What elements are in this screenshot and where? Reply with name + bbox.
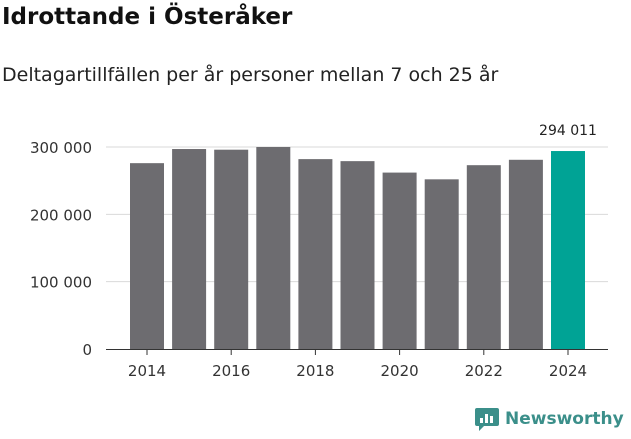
bar-2015 [172,149,207,349]
brand-name: Newsworthy [505,409,624,429]
x-tick-label: 2016 [212,362,250,380]
bar-2023 [508,159,543,349]
data-label: 294 011 [539,123,597,139]
bar-2019 [340,161,375,349]
bar-2017 [256,147,291,349]
x-tick-label: 2022 [465,362,503,380]
y-tick-label: 100 000 [30,274,92,292]
y-tick-label: 0 [82,341,92,359]
y-tick-label: 300 000 [30,139,92,157]
x-tick-label: 2014 [128,362,166,380]
newsworthy-logo-icon [475,408,499,431]
bar-2024 [551,151,585,349]
x-tick-label: 2024 [549,362,587,380]
bar-2014 [130,163,164,349]
chart-subtitle: Deltagartillfällen per år personer mella… [2,64,499,86]
bar-2020 [382,172,417,349]
newsworthy-logo: Newsworthy [474,406,624,432]
chart-title: Idrottande i Österåker [2,4,293,30]
bar-2022 [466,165,501,349]
bar-2018 [298,159,333,349]
y-tick-label: 200 000 [30,206,92,224]
bar-2016 [214,149,249,349]
x-tick-label: 2020 [381,362,419,380]
bar-2021 [424,179,459,349]
bar-chart: 0 100 000 200 000 300 000 2014 2016 2018 2020 20… [30,123,608,380]
x-tick-label: 2018 [296,362,334,380]
